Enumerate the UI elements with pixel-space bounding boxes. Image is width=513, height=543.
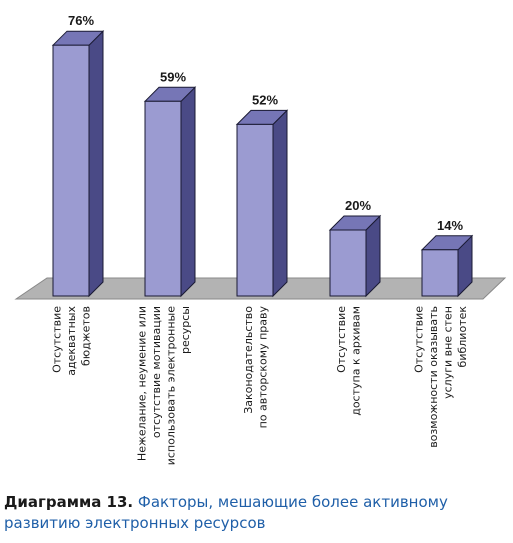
chart-caption: Диаграмма 13. Факторы, мешающие более ак… bbox=[4, 492, 509, 534]
category-label-line: возможности оказывать bbox=[427, 306, 440, 448]
bar-front bbox=[236, 123, 274, 297]
category-label-line: Законодательство bbox=[242, 306, 255, 414]
category-label-line: Отсутствие bbox=[335, 306, 348, 373]
chart-canvas: 76%59%52%20%14%Отсутствие адекватных бюдже… bbox=[14, 13, 507, 465]
category-label-line: Нежелание, неумение или bbox=[135, 306, 148, 461]
category-label-line: Отсутствие bbox=[412, 306, 425, 373]
bar-5 bbox=[420, 234, 474, 298]
bar-front bbox=[421, 249, 459, 297]
category-label-line: доступа к архивам bbox=[349, 306, 362, 416]
category-label-line: услуги вне стен bbox=[441, 306, 454, 399]
category-label-line: отсутствие мотивации bbox=[150, 306, 163, 438]
category-label-line: использовать электронные bbox=[164, 306, 177, 465]
bar-chart: 76% 59% 52% 20% 14% Отсутствие адекватных бюдже… bbox=[14, 13, 507, 465]
bar-front bbox=[329, 229, 367, 297]
data-label: 52% bbox=[252, 92, 278, 107]
bar-side bbox=[272, 109, 288, 298]
data-label: 14% bbox=[437, 218, 463, 233]
bar-front bbox=[144, 100, 182, 297]
category-label-2: Нежелание, неумение или отсутствие мотива… bbox=[135, 306, 192, 465]
data-label: 76% bbox=[68, 13, 94, 28]
bar-4 bbox=[328, 214, 382, 298]
category-label-line: Отсутствие bbox=[51, 306, 64, 373]
data-label: 20% bbox=[345, 198, 371, 213]
bar-front bbox=[52, 44, 90, 297]
caption-number: Диаграмма 13. bbox=[4, 493, 134, 511]
bar-1 bbox=[51, 29, 105, 298]
data-label: 59% bbox=[160, 69, 186, 84]
category-label-1: Отсутствие адекватных бюджетов bbox=[51, 306, 93, 376]
bar-2 bbox=[143, 86, 197, 298]
category-label-line: библиотек bbox=[456, 306, 469, 368]
category-label-line: ресурсы bbox=[179, 306, 192, 354]
category-label-4: Отсутствие доступа к архивам bbox=[335, 306, 363, 416]
category-label-line: бюджетов bbox=[80, 306, 93, 366]
category-label-line: по авторскому праву bbox=[256, 306, 269, 429]
bar-side bbox=[88, 29, 104, 298]
bar-3 bbox=[235, 109, 289, 298]
category-label-3: Законодательство по авторскому праву bbox=[242, 306, 270, 429]
category-label-line: адекватных bbox=[65, 306, 78, 376]
category-label-5: Отсутствие возможности оказывать услуги вн… bbox=[412, 306, 469, 448]
caption-text: Факторы, мешающие более активному развит… bbox=[4, 493, 448, 532]
bar-side bbox=[180, 86, 196, 298]
